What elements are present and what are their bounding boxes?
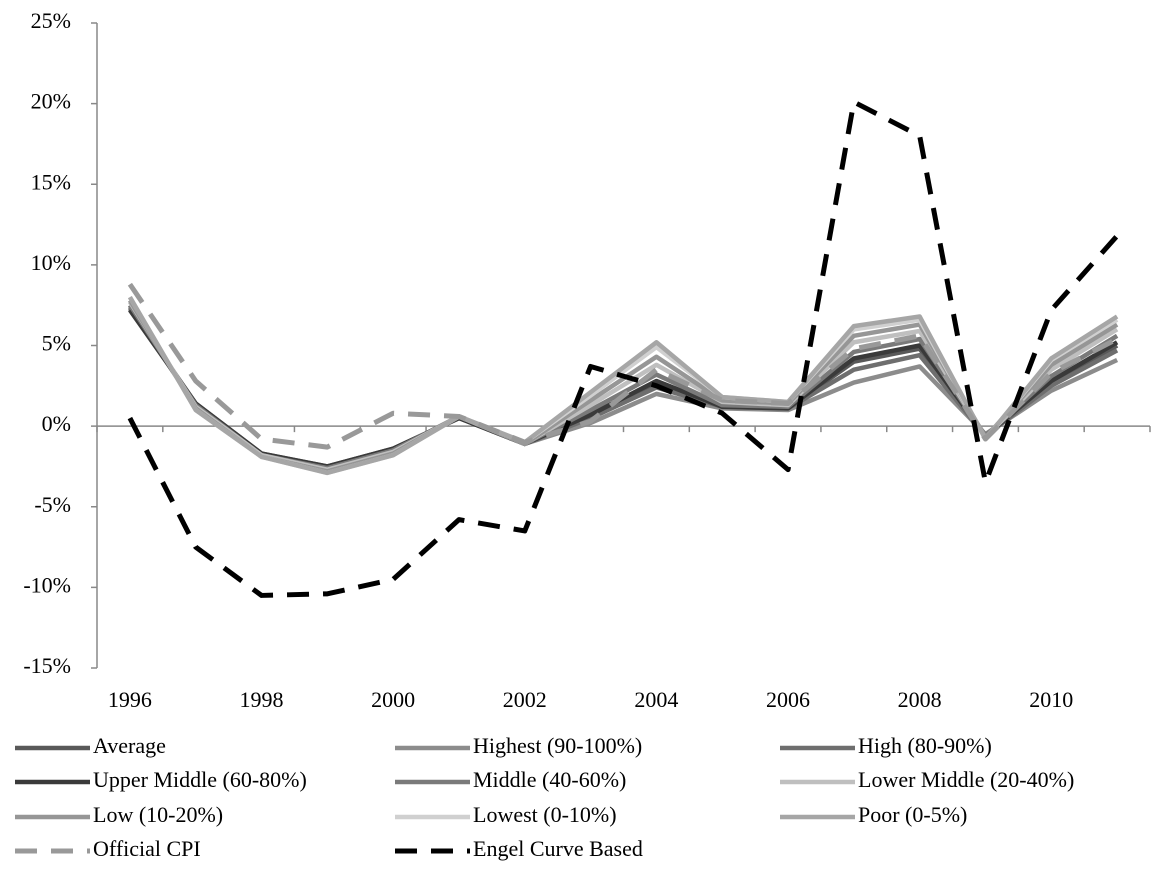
legend-label: Low (10-20%): [93, 802, 223, 827]
legend-label: Lowest (0-10%): [473, 802, 617, 827]
legend-label: Lower Middle (20-40%): [858, 767, 1074, 792]
legend-label: Engel Curve Based: [473, 836, 643, 861]
x-tick-label: 2008: [898, 687, 942, 712]
x-tick-label: 2004: [634, 687, 678, 712]
legend-label: Official CPI: [93, 836, 201, 861]
x-tick-label: 1996: [108, 687, 152, 712]
y-tick-label: -10%: [23, 572, 71, 597]
x-tick-label: 2002: [503, 687, 547, 712]
legend-label: Highest (90-100%): [473, 733, 642, 758]
series-line: [127, 99, 1119, 598]
x-tick-label: 1998: [240, 687, 284, 712]
y-tick-label: 5%: [42, 331, 71, 356]
series-line: [127, 295, 1119, 476]
legend-label: Upper Middle (60-80%): [93, 767, 307, 792]
y-tick-label: 25%: [31, 8, 71, 33]
legend-label: Average: [93, 733, 166, 758]
legend-label: High (80-90%): [858, 733, 992, 758]
x-tick-label: 2006: [766, 687, 810, 712]
legend-label: Middle (40-60%): [473, 767, 626, 792]
y-tick-label: 10%: [31, 250, 71, 275]
y-tick-label: 20%: [31, 89, 71, 114]
x-tick-label: 2010: [1029, 687, 1073, 712]
y-tick-label: -5%: [34, 492, 71, 517]
series-line: [127, 282, 1119, 450]
y-tick-label: -15%: [23, 653, 71, 678]
legend-label: Poor (0-5%): [858, 802, 967, 827]
y-tick-label: 0%: [42, 411, 71, 436]
y-tick-label: 15%: [31, 169, 71, 194]
x-tick-label: 2000: [371, 687, 415, 712]
